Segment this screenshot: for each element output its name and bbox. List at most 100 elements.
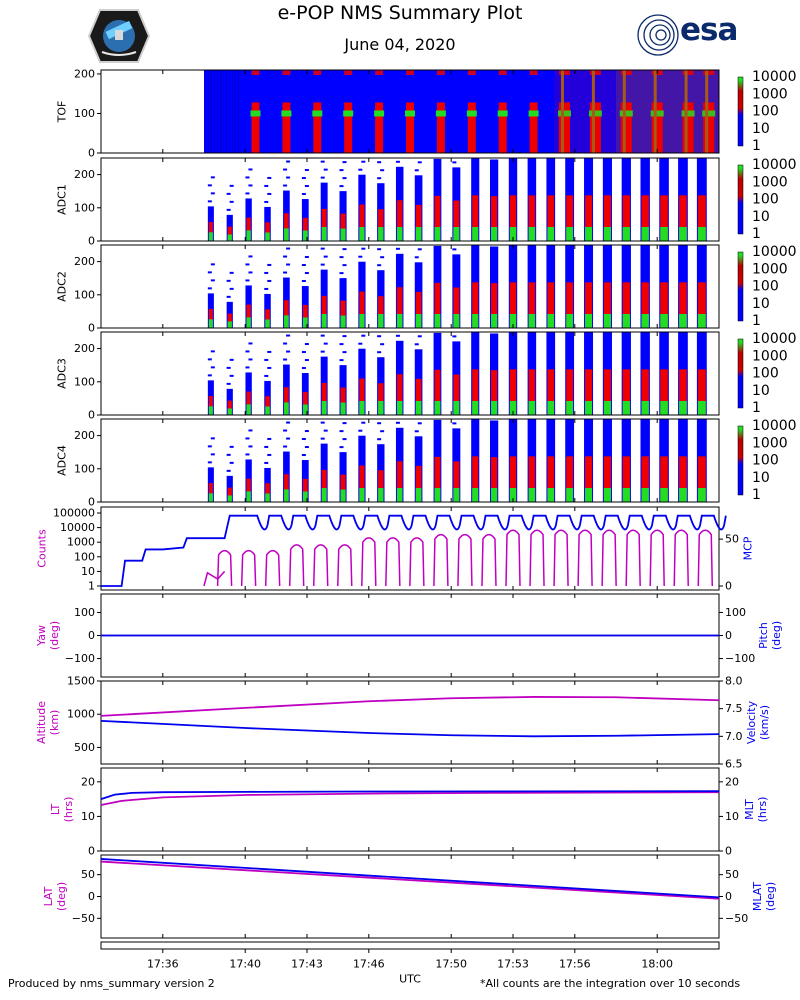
adc-burst-low: [246, 491, 251, 502]
adc-speckle: [248, 255, 253, 258]
y-tick-label: 200: [74, 342, 95, 355]
x-tick-label: 17:40: [229, 958, 261, 971]
panel-frame: [100, 157, 720, 242]
adc-burst-mid: [434, 456, 441, 502]
lat-ylabel: LAT: [42, 886, 55, 906]
velocity-tick-label: 6.5: [725, 758, 743, 771]
counts-burst: [361, 537, 377, 587]
spectrogram-adc2: [207, 245, 707, 328]
adc-speckle: [286, 247, 291, 250]
adc-burst-low: [509, 227, 517, 241]
adc-burst-mid: [227, 313, 232, 328]
colorbar: [737, 251, 744, 322]
x-tick-label: 18:00: [641, 958, 673, 971]
adc-burst-low: [378, 314, 384, 328]
adc-burst-low: [641, 401, 649, 415]
adc-burst-mid: [547, 456, 555, 502]
adc-burst-low: [641, 488, 649, 502]
tof-burst-core: [343, 110, 354, 117]
adc-speckle: [361, 160, 366, 163]
adc-burst-mid: [509, 369, 517, 415]
counts-burst: [385, 537, 401, 587]
adc-burst-mid: [227, 487, 232, 502]
colorbar: [737, 338, 744, 409]
counts-burst: [264, 549, 281, 587]
adc-speckle: [452, 335, 457, 338]
adc-burst-mid: [396, 287, 403, 328]
tof-burst: [589, 102, 601, 153]
x-tick-label: 17:46: [353, 958, 385, 971]
adc-burst-low: [622, 488, 630, 502]
adc-speckle: [339, 256, 344, 259]
adc-speckle: [245, 350, 250, 353]
adc-burst-mid: [697, 282, 706, 328]
adc-burst-mid: [641, 195, 649, 241]
adc-speckle: [395, 247, 400, 250]
adc-speckle: [377, 351, 382, 354]
pitch-tick-label: −100: [725, 652, 755, 665]
adc-speckle: [226, 453, 231, 456]
adc-burst-mid: [641, 282, 649, 328]
panel-frame: [100, 767, 720, 852]
panel-ylabel: ADC4: [56, 445, 69, 476]
tof-streak: [232, 70, 233, 153]
tof-streak: [238, 70, 239, 153]
tof-burst-stripe: [561, 70, 564, 153]
adc-burst-mid: [490, 283, 498, 328]
tof-burst: [682, 102, 694, 153]
adc-burst-low: [641, 314, 649, 328]
adc-burst-low: [378, 227, 384, 241]
colorbar-tick-label: 10000: [752, 157, 797, 173]
adc-speckle: [229, 200, 234, 203]
tof-burst-stripe: [705, 70, 709, 153]
counts-burst: [433, 533, 449, 587]
lt-tick-label: 0: [88, 845, 95, 858]
adc-speckle: [245, 453, 250, 456]
adc-burst-mid: [622, 369, 630, 415]
adc-speckle: [414, 256, 419, 259]
adc-speckle: [342, 248, 347, 251]
adc-burst-mid: [321, 469, 327, 502]
adc-speckle: [248, 168, 253, 171]
adc-speckle: [304, 343, 309, 346]
adc-speckle: [342, 161, 347, 164]
adc-burst-mid: [415, 465, 422, 502]
adc-speckle: [226, 469, 231, 472]
adc-speckle: [339, 185, 344, 188]
adc-burst-low: [321, 401, 327, 415]
pitch-tick-label: 100: [725, 606, 746, 619]
panel-ylabel: ADC2: [56, 271, 69, 302]
adc-speckle: [323, 168, 328, 171]
adc-burst-mid: [378, 209, 384, 241]
y-tick-label: 200: [74, 255, 95, 268]
velocity-tick-label: 7.5: [725, 702, 743, 715]
spectrogram-tof: [204, 70, 719, 153]
tof-burst-stripe: [653, 70, 657, 153]
adc-burst-low: [603, 401, 611, 415]
adc-burst-low: [622, 314, 630, 328]
counts-burst: [601, 529, 617, 587]
panel-ylabel: ADC1: [56, 184, 69, 215]
adc-speckle: [286, 176, 291, 179]
tof-burst-top: [703, 70, 715, 75]
mcp-tick-label: 50: [725, 533, 739, 546]
adc-burst-mid: [509, 456, 517, 502]
tof-burst-top: [344, 70, 353, 75]
adc-burst-low: [284, 489, 289, 502]
counts-burst: [505, 529, 521, 587]
tof-burst-core: [435, 110, 446, 117]
adc-speckle: [301, 438, 306, 441]
adc-burst-mid: [566, 195, 574, 241]
colorbar-tick-label: 1: [752, 138, 761, 154]
adc-speckle: [361, 247, 366, 250]
tof-burst-top: [406, 70, 414, 75]
counts-tick-label: 10: [81, 565, 95, 578]
adc-burst-low: [434, 227, 441, 241]
adc-burst-low: [547, 314, 555, 328]
colorbar-tick-label: 1: [752, 313, 761, 329]
tof-streak: [220, 70, 221, 153]
adc-burst-mid: [265, 483, 270, 502]
adc-speckle: [248, 271, 253, 274]
adc-speckle: [283, 255, 288, 258]
adc-speckle: [229, 287, 234, 290]
